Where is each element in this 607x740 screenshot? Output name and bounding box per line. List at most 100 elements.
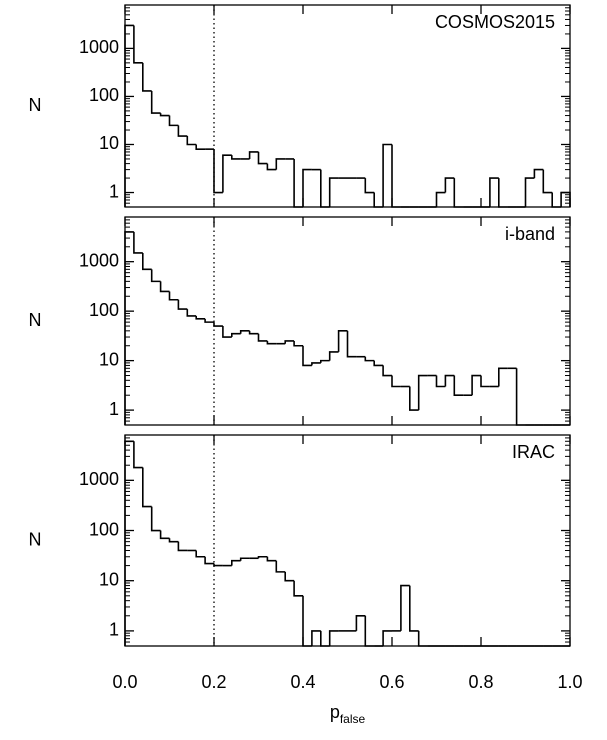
- y-axis-label: N: [29, 95, 42, 115]
- x-axis-label-sub: false: [340, 712, 366, 726]
- histogram-step: [133, 25, 143, 64]
- histogram-step: [498, 367, 508, 387]
- histogram-step: [275, 560, 286, 573]
- histogram-step: [400, 584, 410, 631]
- histogram-step: [444, 177, 455, 193]
- panel-label: IRAC: [512, 442, 555, 462]
- y-axis-label: N: [29, 310, 42, 330]
- histogram-step: [168, 115, 179, 127]
- histogram-step: [417, 630, 428, 647]
- y-tick-label: 1: [109, 399, 119, 419]
- x-tick-label: 1.0: [557, 672, 582, 692]
- histogram-step: [320, 359, 330, 363]
- histogram-step: [222, 154, 232, 193]
- histogram-step: [293, 158, 303, 208]
- histogram-step: [150, 90, 161, 114]
- histogram-step: [382, 143, 392, 207]
- histogram-step: [302, 168, 312, 207]
- histogram-step: [489, 177, 499, 207]
- histogram-step: [275, 158, 286, 170]
- histogram-step: [382, 365, 392, 377]
- histogram-step: [498, 178, 508, 208]
- histogram-step: [124, 440, 134, 646]
- histogram-step: [142, 467, 152, 508]
- histogram-step: [293, 580, 303, 597]
- histogram-step: [248, 330, 259, 335]
- histogram-step: [409, 386, 419, 411]
- histogram-step: [150, 269, 161, 283]
- histogram-step: [150, 506, 161, 532]
- y-axis-label: N: [29, 529, 42, 549]
- y-tick-label: 1000: [79, 250, 119, 270]
- histogram-step: [195, 315, 206, 320]
- histogram-step: [248, 151, 259, 159]
- histogram-step: [320, 630, 330, 647]
- histogram-step: [346, 330, 357, 358]
- histogram-step: [159, 113, 170, 117]
- y-tick-label: 100: [89, 300, 119, 320]
- histogram-step: [311, 630, 321, 646]
- histogram-step: [231, 332, 241, 338]
- histogram-step: [213, 563, 223, 567]
- histogram-step: [328, 630, 339, 646]
- plot-frame: [124, 4, 571, 208]
- histogram-step: [142, 252, 152, 271]
- histogram-step: [266, 163, 277, 171]
- histogram-step: [284, 571, 295, 582]
- histogram-step: [328, 177, 339, 207]
- histogram-step: [560, 191, 571, 207]
- histogram-step: [177, 299, 188, 310]
- y-tick-label: 1000: [79, 37, 119, 57]
- histogram-step: [159, 281, 170, 293]
- histogram-step: [124, 231, 134, 425]
- histogram-step: [453, 375, 464, 397]
- histogram-step: [435, 191, 446, 207]
- histogram-step: [471, 374, 481, 396]
- histogram-step: [195, 144, 206, 150]
- y-tick-label: 10: [99, 349, 119, 369]
- histogram-step: [373, 192, 384, 208]
- histogram-step: [409, 585, 419, 632]
- histogram-step: [257, 151, 268, 165]
- histogram-step: [328, 351, 339, 361]
- y-tick-label: 1: [109, 181, 119, 201]
- histogram-step: [293, 340, 303, 347]
- y-tick-label: 100: [89, 85, 119, 105]
- histogram-step: [515, 368, 526, 426]
- histogram-step: [186, 136, 197, 146]
- histogram-step: [355, 614, 366, 631]
- histogram-step: [435, 375, 446, 388]
- x-axis-label-main: p: [330, 702, 340, 722]
- histogram-step: [533, 168, 544, 179]
- histogram-step: [213, 322, 223, 327]
- histogram-step: [239, 330, 250, 334]
- histogram-step: [302, 595, 312, 647]
- panel-label: COSMOS2015: [435, 12, 555, 32]
- x-tick-label: 0.4: [290, 672, 315, 692]
- histogram-step: [231, 559, 241, 566]
- histogram-step: [257, 555, 268, 559]
- x-tick-label: 0.0: [112, 672, 137, 692]
- histogram-step: [364, 615, 375, 647]
- histogram-step: [444, 374, 455, 387]
- histogram-step: [382, 630, 392, 646]
- x-tick-label: 0.8: [468, 672, 493, 692]
- histogram-step: [302, 345, 312, 367]
- histogram-step: [159, 530, 170, 540]
- histogram-step: [284, 340, 295, 344]
- histogram-step: [168, 538, 179, 543]
- histogram-step: [133, 441, 143, 469]
- histogram-step: [364, 356, 375, 362]
- histogram-step: [337, 330, 348, 352]
- histogram-step: [364, 178, 375, 194]
- plot-frame: [124, 434, 571, 647]
- histogram-step: [168, 291, 179, 301]
- x-tick-label: 0.2: [201, 672, 226, 692]
- histogram-step: [417, 374, 428, 411]
- histogram-step: [213, 149, 223, 194]
- y-tick-label: 1: [109, 620, 119, 640]
- histogram-step: [239, 557, 250, 561]
- y-tick-label: 1000: [79, 469, 119, 489]
- x-tick-label: 0.6: [379, 672, 404, 692]
- histogram-step: [453, 178, 464, 208]
